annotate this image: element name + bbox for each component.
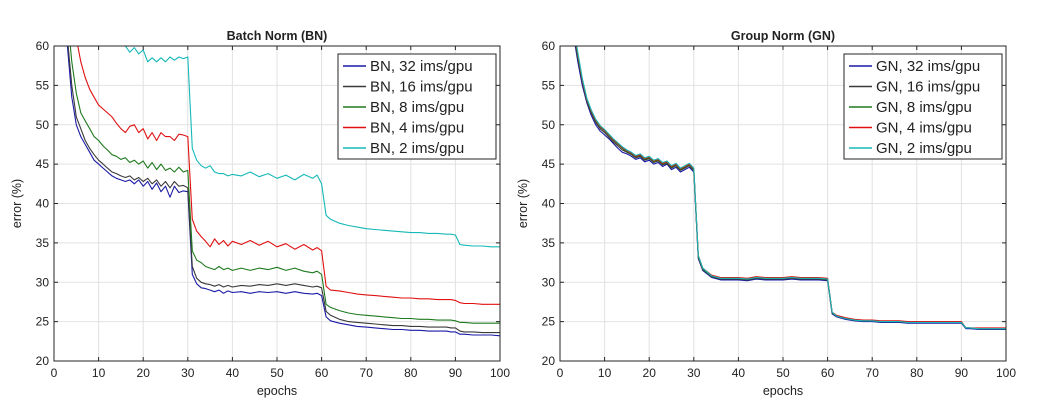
x-tick-label: 70 — [866, 366, 880, 380]
y-tick-label: 25 — [36, 315, 50, 329]
y-tick-label: 35 — [542, 236, 556, 250]
legend-label: GN, 32 ims/gpu — [876, 58, 980, 75]
legend-label: GN, 16 ims/gpu — [876, 79, 980, 96]
y-tick-label: 30 — [542, 275, 556, 289]
legend-label: GN, 2 ims/gpu — [876, 140, 972, 157]
legend-label: GN, 8 ims/gpu — [876, 99, 972, 116]
y-tick-label: 55 — [542, 78, 556, 92]
x-tick-label: 20 — [643, 366, 657, 380]
y-tick-label: 30 — [36, 275, 50, 289]
series-line — [77, 46, 500, 305]
x-tick-label: 80 — [910, 366, 924, 380]
series-line — [576, 46, 1006, 330]
x-tick-label: 40 — [226, 366, 240, 380]
x-tick-label: 80 — [404, 366, 418, 380]
x-tick-label: 0 — [557, 366, 564, 380]
x-tick-label: 30 — [687, 366, 701, 380]
x-tick-label: 100 — [490, 366, 510, 380]
y-tick-label: 20 — [36, 354, 50, 368]
y-tick-label: 55 — [36, 78, 50, 92]
y-tick-label: 40 — [542, 197, 556, 211]
x-tick-label: 10 — [92, 366, 106, 380]
legend: GN, 32 ims/gpu GN, 16 ims/gpu GN, 8 ims/gp… — [843, 53, 1003, 160]
x-tick-label: 90 — [955, 366, 969, 380]
bn-panel: 20 25 30 35 40 45 50 55 60 0 10 20 30 40 50 60 70 80 90 100… — [10, 29, 510, 398]
y-tick-label: 60 — [36, 39, 50, 53]
x-tick-label: 100 — [996, 366, 1016, 380]
x-tick-label: 50 — [270, 366, 284, 380]
x-tick-label: 10 — [598, 366, 612, 380]
series-line — [66, 46, 500, 337]
legend-label: BN, 32 ims/gpu — [370, 58, 473, 75]
x-tick-label: 90 — [449, 366, 463, 380]
legend-label: GN, 4 ims/gpu — [876, 120, 972, 137]
y-tick-label: 40 — [36, 197, 50, 211]
chart-title: Group Norm (GN) — [731, 29, 835, 43]
y-tick-label: 45 — [542, 157, 556, 171]
y-tick-label: 50 — [36, 118, 50, 132]
x-tick-label: 60 — [315, 366, 329, 380]
chart-title: Batch Norm (BN) — [227, 29, 328, 43]
y-tick-label: 45 — [36, 157, 50, 171]
y-tick-label: 60 — [542, 39, 556, 53]
series-line — [69, 46, 500, 324]
gn-panel: 20 25 30 35 40 45 50 55 60 0 10 20 30 40 50 60 70 80 90 100… — [516, 29, 1016, 398]
series-line — [67, 46, 500, 334]
x-tick-label: 30 — [181, 366, 195, 380]
y-axis-label: error (%) — [10, 179, 24, 228]
x-tick-label: 20 — [137, 366, 151, 380]
y-tick-label: 35 — [36, 236, 50, 250]
x-axis-label: epochs — [763, 384, 803, 398]
legend-label: BN, 16 ims/gpu — [370, 79, 473, 96]
x-tick-label: 40 — [732, 366, 746, 380]
legend-label: BN, 8 ims/gpu — [370, 99, 464, 116]
y-tick-label: 20 — [542, 354, 556, 368]
series-line — [124, 46, 500, 248]
x-axis-label: epochs — [257, 384, 297, 398]
x-tick-label: 50 — [776, 366, 790, 380]
y-tick-label: 50 — [542, 118, 556, 132]
legend-label: BN, 2 ims/gpu — [370, 140, 464, 157]
y-axis-label: error (%) — [516, 179, 530, 228]
y-tick-label: 25 — [542, 315, 556, 329]
x-tick-label: 70 — [360, 366, 374, 380]
legend-label: BN, 4 ims/gpu — [370, 120, 464, 137]
series-line — [574, 46, 1006, 331]
x-tick-label: 0 — [51, 366, 58, 380]
legend: BN, 32 ims/gpu BN, 16 ims/gpu BN, 8 ims/gp… — [337, 53, 497, 160]
x-tick-label: 60 — [821, 366, 835, 380]
series-line — [575, 46, 1006, 329]
